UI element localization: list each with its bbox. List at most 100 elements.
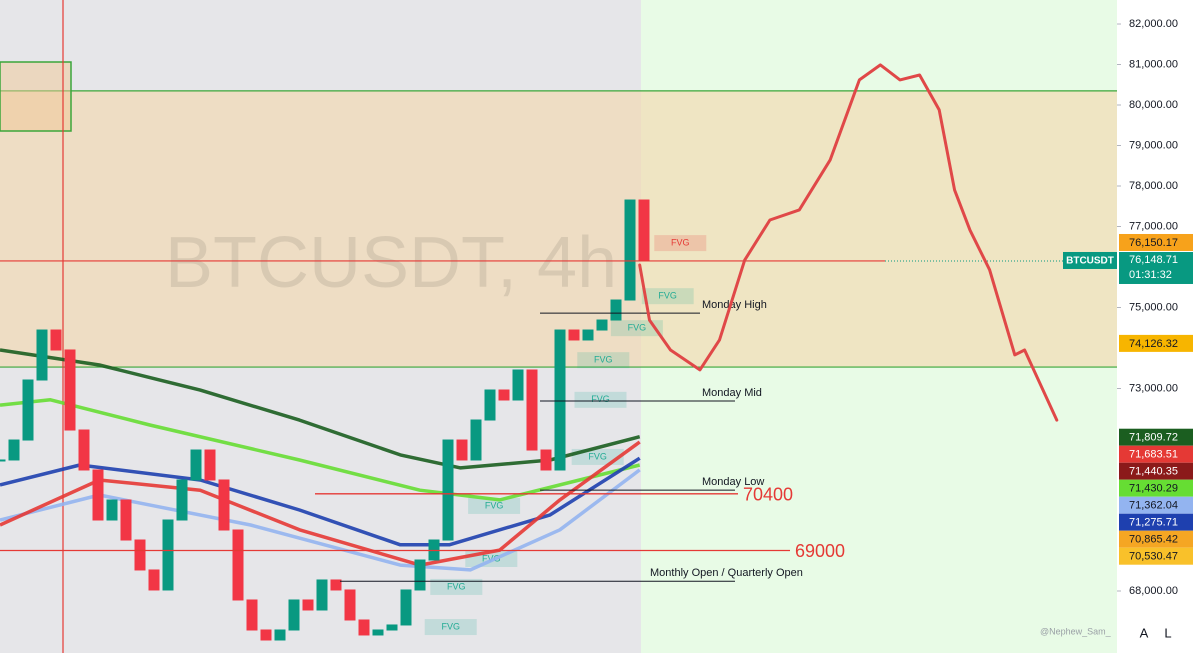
candle: [330, 579, 342, 591]
candle: [176, 479, 188, 521]
candle: [288, 599, 300, 631]
fvg-label: FVG: [588, 451, 607, 461]
candle: [638, 199, 650, 262]
symbol-label: BTCUSDT: [1066, 256, 1114, 267]
candle: [344, 589, 356, 621]
candle: [484, 389, 496, 421]
candle: [386, 624, 398, 631]
price-tag: [1119, 547, 1193, 565]
price-tag: [1119, 428, 1193, 446]
candle: [372, 629, 384, 636]
candle: [106, 499, 118, 521]
plot: FVG FVG FVG FVG FVG FVG FVG FVG FVG FVG Monday Hig…: [0, 63, 1117, 641]
fvg-label: FVG: [485, 500, 504, 510]
fvg-label: FVG: [594, 355, 613, 365]
symbol-tag: [1063, 251, 1117, 269]
candle: [64, 349, 76, 431]
y-tick-label: 77,000.00: [1129, 220, 1178, 232]
price-tag-label: 71,809.72: [1129, 432, 1178, 444]
fvg-label: FVG: [628, 323, 647, 333]
price-tag-label: 71,275.71: [1129, 517, 1178, 529]
candle: [456, 439, 468, 461]
candle: [8, 439, 20, 461]
price-tag: [1119, 530, 1193, 548]
price-tag: [1119, 334, 1193, 352]
candle: [36, 329, 48, 381]
candle: [568, 329, 580, 341]
supply-zone: [0, 90, 1117, 368]
candle: [358, 619, 370, 636]
y-tick-label: 79,000.00: [1129, 139, 1178, 151]
y-tick-label: 80,000.00: [1129, 99, 1178, 111]
button[interactable]: A: [1140, 625, 1149, 640]
range-box: [0, 61, 72, 132]
y-tick-label: 78,000.00: [1129, 180, 1178, 192]
countdown: 01:31:32: [1129, 269, 1172, 281]
level-label: Monday High: [702, 299, 767, 311]
candle: [22, 379, 34, 441]
fvg-box: [574, 391, 627, 408]
price-tag: [1119, 513, 1193, 531]
candle: [526, 369, 538, 451]
fvg-box: [424, 619, 477, 636]
watermark: BTCUSDT, 4h: [165, 223, 617, 303]
level-label: Monday Low: [702, 476, 764, 488]
price-tag-label: 71,440.35: [1129, 466, 1178, 478]
fvg-label: FVG: [671, 237, 690, 247]
candle: [260, 629, 272, 641]
fvg-box: [577, 352, 630, 369]
candle: [596, 319, 608, 331]
price-tag-label: 71,362.04: [1129, 500, 1178, 512]
y-tick-label: 75,000.00: [1129, 301, 1178, 313]
fvg-box: [610, 320, 663, 337]
moving-average: [0, 440, 641, 567]
price-tag: [1119, 251, 1193, 284]
candle: [442, 439, 454, 541]
fvg-label: FVG: [658, 291, 677, 301]
candle: [148, 569, 160, 591]
candle: [400, 589, 412, 626]
candle: [554, 329, 566, 471]
candle: [50, 329, 62, 351]
candle: [316, 579, 328, 611]
candle: [232, 529, 244, 601]
price-tag-label: 71,683.51: [1129, 449, 1178, 461]
price-tag: [1119, 445, 1193, 463]
key-level-label: 70400: [743, 485, 793, 505]
candle: [78, 429, 90, 471]
candle: [218, 479, 230, 531]
candle: [134, 539, 146, 571]
candle: [162, 519, 174, 591]
price-tag-label: 76,148.71: [1129, 254, 1178, 266]
fvg-box: [430, 578, 483, 595]
candle: [302, 599, 314, 611]
candle: [414, 559, 426, 591]
price-tag: [1119, 479, 1193, 497]
y-tick-label: 73,000.00: [1129, 382, 1178, 394]
fvg-label: FVG: [441, 621, 460, 631]
fvg-box: [654, 235, 707, 252]
zone-layer: [0, 90, 1117, 368]
price-tag: [1119, 496, 1193, 514]
button[interactable]: L: [1164, 625, 1171, 640]
moving-average: [0, 348, 641, 470]
projection-path: [638, 63, 1059, 422]
fvg-box: [468, 497, 521, 514]
candle: [190, 449, 202, 481]
fvg-label: FVG: [482, 553, 501, 563]
candle: [470, 419, 482, 461]
key-level-label: 69000: [795, 541, 845, 561]
price-tag-label: 71,430.29: [1129, 483, 1178, 495]
price-axis: 82,000.00 81,000.00 80,000.00 79,000.00 78,0…: [1063, 18, 1193, 597]
fvg-box: [641, 288, 694, 305]
level-label: Monthly Open / Quarterly Open: [650, 567, 803, 579]
candle: [120, 499, 132, 541]
y-tick-label: 82,000.00: [1129, 18, 1178, 30]
price-tag-label: 70,530.47: [1129, 551, 1178, 563]
credit: @Nephew_Sam_: [1040, 626, 1112, 636]
candle: [540, 449, 552, 471]
candle: [246, 599, 258, 631]
candle: [204, 449, 216, 481]
level-label: Monday Mid: [702, 387, 762, 399]
price-tag-label: 74,126.32: [1129, 338, 1178, 350]
